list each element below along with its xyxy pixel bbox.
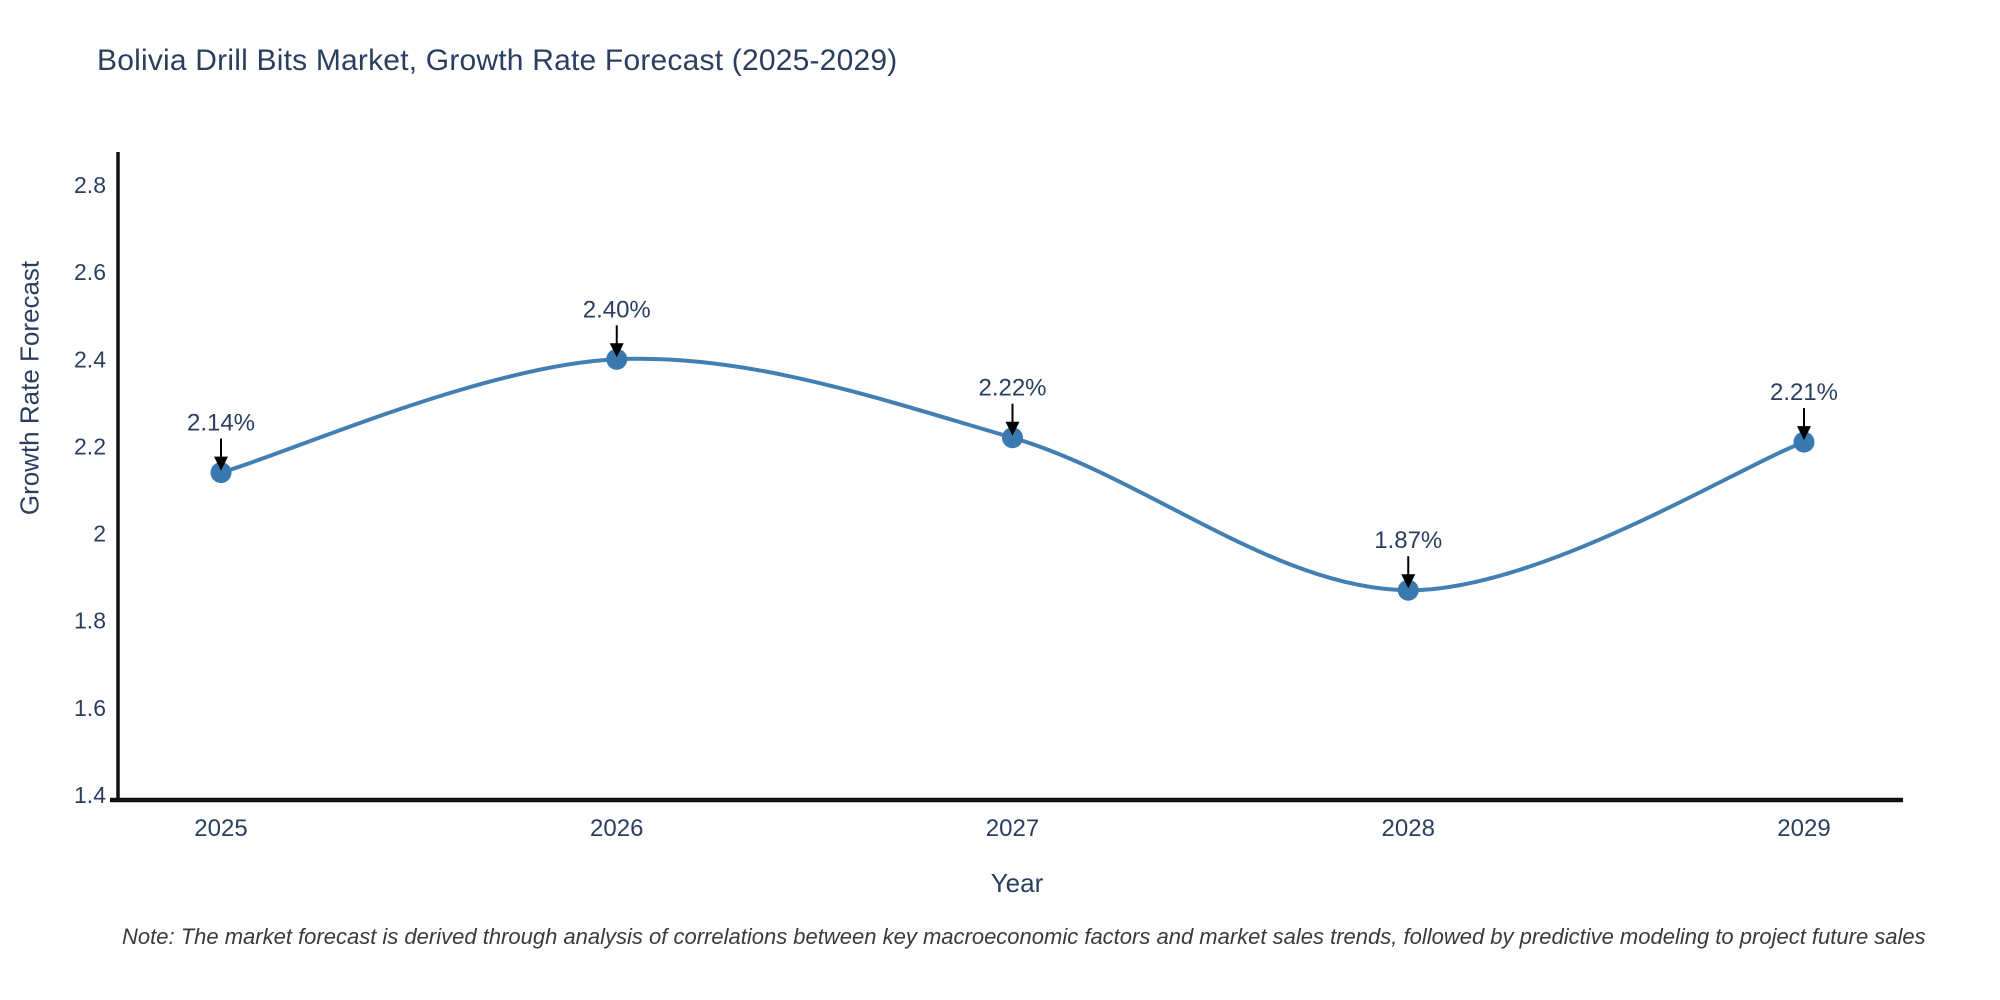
data-point-label: 2.22% (978, 375, 1046, 402)
x-tick-label: 2026 (590, 815, 643, 842)
data-point[interactable] (210, 462, 232, 484)
y-tick-label: 2.2 (74, 433, 106, 459)
annotation-arrowhead-icon (1401, 574, 1416, 589)
y-tick-label: 1.6 (74, 695, 106, 721)
y-tick-label: 2.4 (74, 346, 106, 372)
data-point[interactable] (606, 348, 628, 370)
x-tick-label: 2027 (986, 815, 1039, 842)
data-point[interactable] (1397, 579, 1419, 601)
data-point-label: 2.14% (187, 410, 255, 437)
annotation-arrowhead-icon (214, 456, 228, 471)
annotation-arrowhead-icon (609, 343, 624, 358)
x-axis-title: Year (990, 868, 1044, 898)
data-point[interactable] (1002, 427, 1023, 449)
x-tick-label: 2025 (194, 815, 247, 842)
y-tick-label: 2.6 (74, 259, 106, 285)
annotation-arrowhead-icon (1005, 421, 1020, 436)
annotation-arrowhead-icon (1797, 426, 1811, 441)
y-tick-label: 1.4 (74, 782, 106, 808)
y-tick-label: 1.8 (74, 608, 106, 634)
data-point-label: 1.87% (1374, 527, 1442, 554)
data-point-label: 2.21% (1770, 379, 1838, 406)
x-tick-label: 2029 (1777, 815, 1830, 842)
y-tick-label: 2 (93, 521, 106, 547)
y-tick-label: 2.8 (74, 172, 106, 198)
footnote: Note: The market forecast is derived thr… (122, 924, 1926, 949)
data-point-label: 2.40% (583, 296, 651, 323)
x-tick-label: 2028 (1382, 815, 1435, 842)
chart-title: Bolivia Drill Bits Market, Growth Rate F… (97, 44, 898, 77)
data-point[interactable] (1793, 431, 1815, 453)
